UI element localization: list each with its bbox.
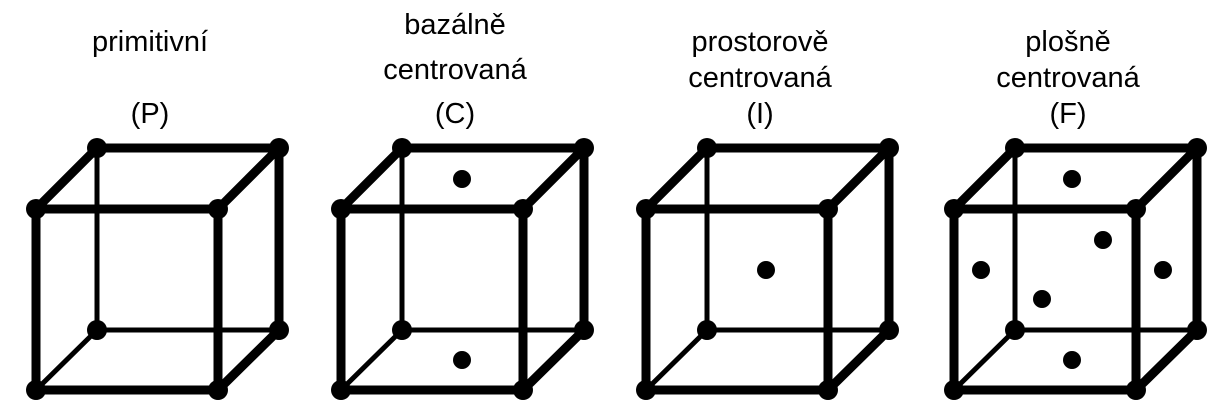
lattice-symbol: (C): [434, 98, 476, 130]
visible-edges: [949, 143, 1202, 395]
lattice-name-line2: centrovaná: [383, 54, 527, 86]
cube-diagram: [944, 138, 1207, 400]
lattice-panel-body-centered: prostorově centrovaná (I): [610, 0, 910, 416]
corner-atoms: [331, 138, 594, 400]
corner-atoms: [636, 138, 899, 400]
bottom-face-atom: [453, 351, 471, 369]
centered-atoms: [453, 170, 471, 369]
lattice-symbol: (I): [746, 98, 774, 130]
bottom-face-atom: [1063, 351, 1081, 369]
hidden-edges: [951, 145, 1200, 393]
cube-diagram: [636, 138, 899, 400]
corner-atoms: [26, 138, 289, 400]
back-face-atom: [1094, 231, 1112, 249]
lattice-panel-face-centered: plošně centrovaná (F): [918, 0, 1218, 416]
top-face-atom: [453, 170, 471, 188]
visible-edges: [641, 143, 894, 395]
visible-edges: [31, 143, 284, 395]
centered-atoms: [757, 261, 775, 279]
corner-atoms: [944, 138, 1207, 400]
lattice-name: primitivní: [91, 26, 208, 58]
centered-atoms: [972, 170, 1172, 369]
cube-diagram: [26, 138, 289, 400]
right-face-atom: [1154, 261, 1172, 279]
lattice-symbol: (F): [1049, 98, 1087, 130]
cube-diagram: [331, 138, 594, 400]
lattice-name: plošně: [1025, 26, 1111, 58]
hidden-edges: [643, 145, 892, 393]
body-center-atom: [757, 261, 775, 279]
hidden-edges: [33, 145, 282, 393]
lattice-name: prostorově: [691, 26, 829, 58]
top-face-atom: [1063, 170, 1081, 188]
visible-edges: [336, 143, 589, 395]
lattice-name-line2: centrovaná: [688, 62, 832, 94]
lattice-panel-primitive: primitivní (P): [0, 0, 300, 416]
lattice-panel-base-centered: bazálně centrovaná (C): [305, 0, 605, 416]
lattice-name-line2: centrovaná: [996, 62, 1140, 94]
lattice-symbol: (P): [130, 98, 170, 130]
front-face-atom: [1033, 290, 1051, 308]
hidden-edges: [338, 145, 587, 393]
left-face-atom: [972, 261, 990, 279]
lattice-name: bazálně: [404, 9, 506, 41]
